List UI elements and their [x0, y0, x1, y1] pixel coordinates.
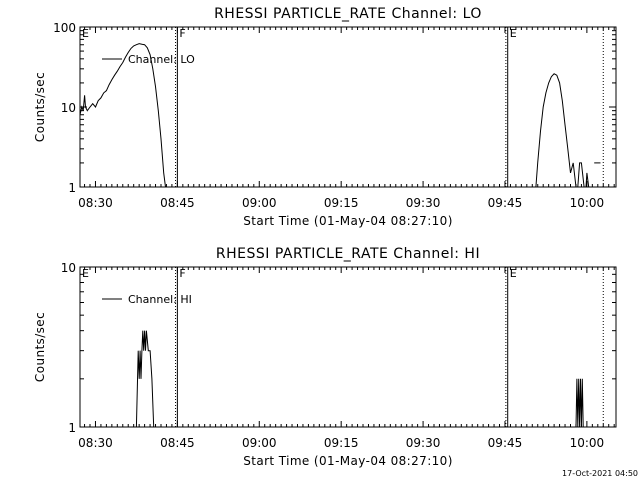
x-tick-label: 09:45 [488, 196, 523, 210]
series-line-segment [535, 73, 590, 188]
legend-label: Channel: LO [128, 53, 195, 66]
series-line-segment [135, 330, 155, 428]
x-tick-label: 08:30 [78, 196, 113, 210]
x-tick-label: 10:00 [570, 436, 605, 450]
x-tick-label: 08:45 [160, 196, 195, 210]
legend-label: Channel: HI [128, 293, 192, 306]
plot-frame [79, 266, 617, 428]
y-axis-label: Counts/sec [33, 312, 47, 382]
y-axis-label: Counts/sec [33, 72, 47, 142]
chart-title: RHESSI PARTICLE_RATE Channel: LO [214, 6, 482, 22]
series-line-segment [79, 43, 166, 188]
panel-1: RHESSI PARTICLE_RATE Channel: LO Counts/s… [33, 6, 617, 228]
marker-label: E [82, 267, 89, 280]
x-tick-label: 08:45 [160, 436, 195, 450]
x-tick-label: 09:00 [242, 196, 277, 210]
x-tick-label: 09:45 [488, 436, 523, 450]
x-tick-label: 09:15 [324, 196, 359, 210]
x-axis-label: Start Time (01-May-04 08:27:10) [243, 454, 453, 468]
y-tick-label: 100 [53, 21, 76, 35]
x-tick-label: 09:15 [324, 436, 359, 450]
marker-label: F [179, 27, 185, 40]
marker-label: E [510, 27, 517, 40]
x-tick-label: 09:30 [406, 436, 441, 450]
marker-label: E [510, 267, 517, 280]
y-tick-label: 10 [61, 261, 76, 275]
y-tick-label: 1 [68, 421, 76, 435]
chart-title: RHESSI PARTICLE_RATE Channel: HI [216, 246, 480, 262]
timestamp: 17-Oct-2021 04:50 [562, 469, 638, 478]
x-tick-label: 10:00 [570, 196, 605, 210]
x-tick-label: 09:30 [406, 196, 441, 210]
panel-2: RHESSI PARTICLE_RATE Channel: HI Counts/s… [33, 246, 617, 468]
y-tick-label: 10 [61, 101, 76, 115]
x-axis-label: Start Time (01-May-04 08:27:10) [243, 214, 453, 228]
x-tick-label: 08:30 [78, 436, 113, 450]
plot-frame [79, 26, 617, 188]
series-line-segment [575, 378, 584, 428]
x-tick-label: 09:00 [242, 436, 277, 450]
y-tick-label: 1 [68, 181, 76, 195]
marker-label: E [82, 27, 89, 40]
marker-label: F [179, 267, 185, 280]
